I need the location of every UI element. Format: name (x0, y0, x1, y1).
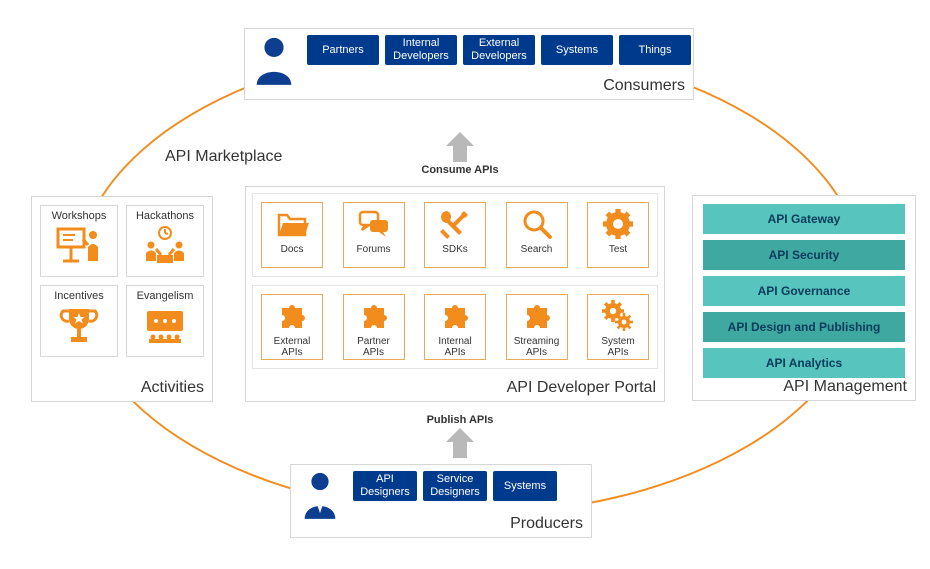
management-bar: API Design and Publishing (703, 312, 905, 342)
consume-label: Consume APIs (421, 164, 498, 176)
management-panel: API Gateway API Security API Governance API… (692, 195, 916, 401)
portal-card-label: Forums (357, 244, 391, 255)
consumer-chip: External Developers (463, 35, 535, 65)
hackathon-icon (141, 225, 189, 272)
management-bar: API Security (703, 240, 905, 270)
producer-person-icon (297, 471, 343, 521)
workshop-icon (55, 225, 103, 272)
folder-icon (275, 207, 309, 241)
consumer-chip: Things (619, 35, 691, 65)
portal-card-tools-2: SDKs (424, 202, 486, 268)
activities-title: Activities (141, 379, 204, 397)
producer-chip: Service Designers (423, 471, 487, 501)
portal-row1: Docs Forums SDKs Search Test (252, 193, 658, 277)
puzzle-icon (438, 299, 472, 333)
tools-icon (438, 207, 472, 241)
arrow-up-icon (446, 132, 474, 162)
portal-card-gears-4: System APIs (587, 294, 649, 360)
activities-panel: Workshops Hackathons Incentives Evangelism A… (31, 196, 213, 402)
portal-card-chat-1: Forums (343, 202, 405, 268)
portal-card-puzzle-0: External APIs (261, 294, 323, 360)
portal-panel: Docs Forums SDKs Search Test External APIs Par… (245, 186, 665, 402)
producers-panel: API DesignersService DesignersSystems Pro… (290, 464, 592, 538)
activity-label: Workshops (52, 210, 107, 222)
evangelism-icon (141, 305, 189, 352)
activity-card-evangelism: Evangelism (126, 285, 204, 357)
portal-card-label: Internal APIs (427, 336, 483, 358)
puzzle-icon (357, 299, 391, 333)
trophy-icon (55, 305, 103, 352)
consumer-person-icon (251, 35, 297, 85)
portal-card-puzzle-3: Streaming APIs (506, 294, 568, 360)
portal-card-label: System APIs (590, 336, 646, 358)
producer-chip: Systems (493, 471, 557, 501)
portal-card-puzzle-2: Internal APIs (424, 294, 486, 360)
publish-label: Publish APIs (427, 414, 494, 426)
consumers-title: Consumers (603, 77, 685, 95)
portal-card-label: Streaming APIs (509, 336, 565, 358)
management-bar: API Governance (703, 276, 905, 306)
management-bar: API Gateway (703, 204, 905, 234)
arrow-up-icon (446, 428, 474, 458)
marketplace-label: API Marketplace (165, 148, 282, 166)
puzzle-icon (275, 299, 309, 333)
gear-icon (601, 207, 635, 241)
portal-card-gear-4: Test (587, 202, 649, 268)
chat-icon (357, 207, 391, 241)
activity-card-hackathon: Hackathons (126, 205, 204, 277)
puzzle-icon (520, 299, 554, 333)
management-bar: API Analytics (703, 348, 905, 378)
activity-label: Hackathons (136, 210, 194, 222)
portal-title: API Developer Portal (507, 379, 656, 397)
activity-card-workshop: Workshops (40, 205, 118, 277)
portal-card-puzzle-1: Partner APIs (343, 294, 405, 360)
consume-arrow-block: Consume APIs (400, 132, 520, 178)
management-title: API Management (783, 378, 907, 396)
portal-card-label: Docs (281, 244, 304, 255)
portal-card-folder-0: Docs (261, 202, 323, 268)
search-icon (520, 207, 554, 241)
portal-card-label: Search (521, 244, 553, 255)
consumer-chip: Partners (307, 35, 379, 65)
activity-label: Incentives (54, 290, 104, 302)
gears-icon (601, 299, 635, 333)
portal-card-label: Test (609, 244, 627, 255)
publish-arrow-block: Publish APIs (400, 412, 520, 458)
producer-chip: API Designers (353, 471, 417, 501)
producers-title: Producers (510, 515, 583, 533)
activity-label: Evangelism (137, 290, 194, 302)
activity-card-trophy: Incentives (40, 285, 118, 357)
portal-card-search-3: Search (506, 202, 568, 268)
portal-row2: External APIs Partner APIs Internal APIs St… (252, 285, 658, 369)
consumer-chip: Internal Developers (385, 35, 457, 65)
portal-card-label: External APIs (264, 336, 320, 358)
consumer-chip: Systems (541, 35, 613, 65)
consumers-panel: PartnersInternal DevelopersExternal Deve… (244, 28, 694, 100)
portal-card-label: SDKs (442, 244, 468, 255)
portal-card-label: Partner APIs (346, 336, 402, 358)
